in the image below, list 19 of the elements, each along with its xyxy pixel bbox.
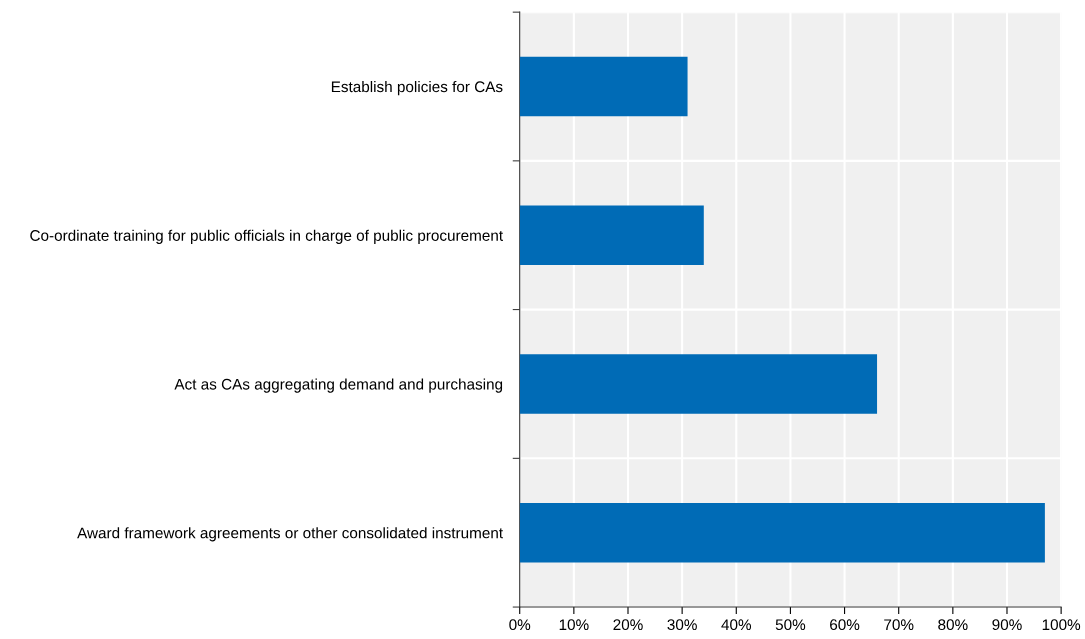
bar bbox=[519, 56, 688, 117]
x-tick-label: 40% bbox=[721, 619, 752, 631]
x-tick-label: 90% bbox=[992, 619, 1022, 631]
y-tick-label: Co-ordinate training for public officials in charge of public procurement bbox=[30, 229, 503, 244]
x-tick-label: 0% bbox=[509, 619, 531, 631]
bar bbox=[519, 502, 1045, 563]
x-tick-label: 50% bbox=[775, 619, 806, 631]
x-tick-label: 70% bbox=[884, 619, 914, 631]
y-tick-label: Establish policies for CAs bbox=[331, 80, 503, 96]
x-tick-label: 10% bbox=[559, 619, 589, 631]
x-tick-label: 20% bbox=[613, 619, 643, 631]
x-tick-label: 60% bbox=[830, 619, 860, 631]
x-tick-label: 100% bbox=[1042, 619, 1081, 631]
y-tick-label: Act as CAs aggregating demand and purchasing bbox=[174, 378, 503, 393]
bar bbox=[519, 205, 704, 265]
x-tick-label: 80% bbox=[938, 619, 968, 631]
x-tick-label: 30% bbox=[667, 619, 697, 631]
bar bbox=[519, 354, 878, 414]
y-tick-label: Award framework agreements or other consolidated instrument bbox=[77, 527, 503, 542]
